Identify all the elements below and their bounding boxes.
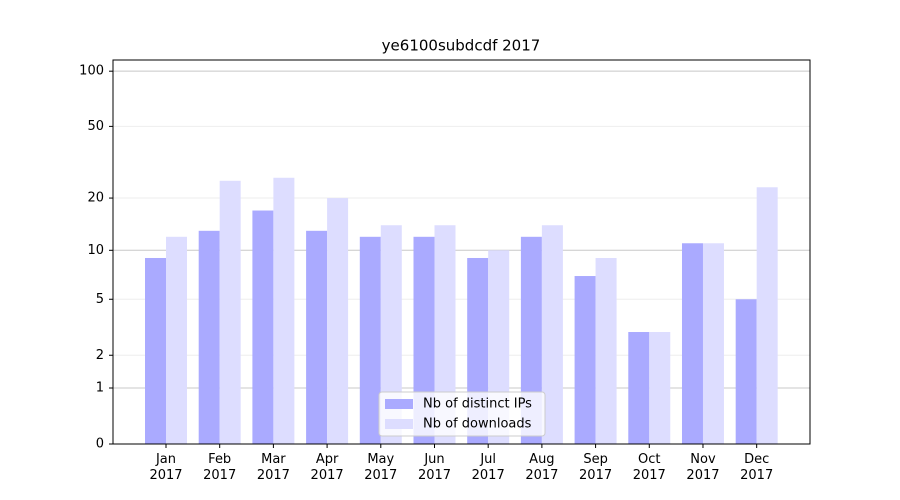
bar <box>273 177 295 444</box>
legend-swatch <box>385 419 413 429</box>
axes-frame <box>112 59 811 445</box>
bar <box>219 180 241 444</box>
legend-label: Nb of downloads <box>423 417 532 432</box>
x-tick-label: Oct 2017 <box>632 452 666 483</box>
bar <box>628 332 650 444</box>
x-tick-label: Mar 2017 <box>256 452 290 483</box>
legend: Nb of distinct IPs Nb of downloads <box>378 391 546 437</box>
x-tick-label: Aug 2017 <box>525 452 559 483</box>
bar <box>145 257 166 444</box>
x-tick-label: Jan 2017 <box>149 452 183 483</box>
bar <box>327 198 349 444</box>
x-tick-label: Sep 2017 <box>579 452 613 483</box>
x-tick-label: Nov 2017 <box>686 452 720 483</box>
x-tick-label: Feb 2017 <box>203 452 237 483</box>
bar <box>252 210 274 444</box>
bar <box>166 236 187 444</box>
bar <box>735 299 757 444</box>
x-tick-label: Dec 2017 <box>740 452 774 483</box>
legend-box <box>378 391 546 437</box>
x-tick-label: Jul 2017 <box>471 452 505 483</box>
x-tick-label: Apr 2017 <box>310 452 344 483</box>
bar <box>359 236 381 444</box>
bar <box>541 225 563 444</box>
bar <box>756 187 778 444</box>
bar <box>681 243 703 444</box>
bar <box>434 225 456 444</box>
bar <box>649 332 671 444</box>
bar <box>574 276 596 444</box>
y-tick-label: 20 <box>87 191 104 206</box>
y-tick-label: 5 <box>96 292 104 307</box>
y-tick-label: 2 <box>96 348 104 363</box>
x-tick-label: Jun 2017 <box>417 452 452 483</box>
y-tick-label: 1 <box>96 381 104 396</box>
y-tick-label: 50 <box>87 119 104 134</box>
chart-title: ye6100subdcdf 2017 <box>382 37 541 55</box>
legend-swatch <box>385 399 413 409</box>
bar <box>380 225 402 444</box>
legend-label: Nb of distinct IPs <box>423 397 532 412</box>
bar <box>702 243 724 444</box>
y-tick-label: 0 <box>96 437 104 452</box>
y-tick-label: 10 <box>87 243 104 258</box>
y-tick-label: 100 <box>79 64 104 79</box>
bar <box>198 230 220 444</box>
x-tick-label: May 2017 <box>364 452 398 483</box>
bar <box>595 257 617 444</box>
bar <box>306 230 328 444</box>
